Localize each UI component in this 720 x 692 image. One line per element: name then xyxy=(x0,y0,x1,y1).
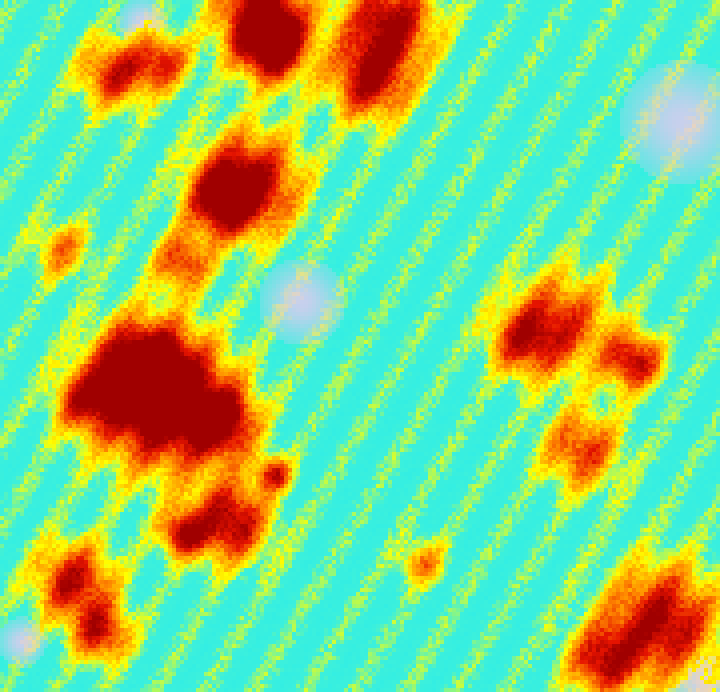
raster-canvas xyxy=(0,0,720,692)
false-color-raster-map xyxy=(0,0,720,692)
